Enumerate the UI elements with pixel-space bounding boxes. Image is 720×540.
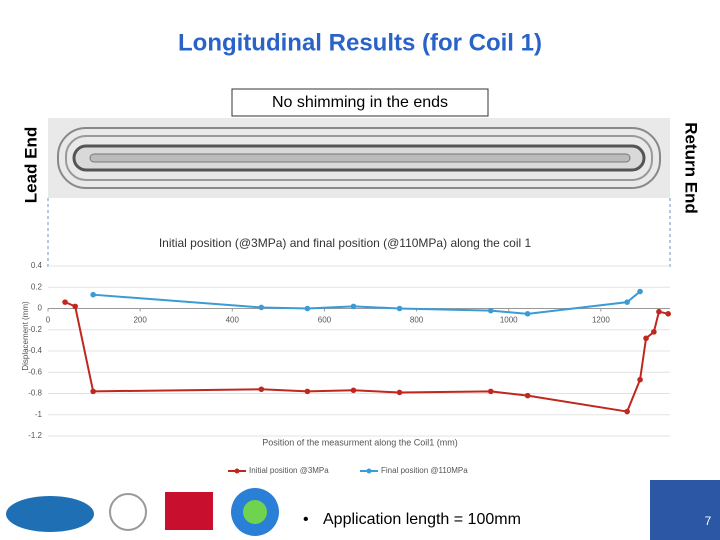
legend-marker [234,468,240,474]
legend-label: Final position @110MPa [381,466,468,475]
data-point [90,291,96,298]
data-point [396,389,403,396]
x-tick-label: 800 [410,316,424,325]
data-point [637,376,643,383]
data-point [350,303,357,310]
data-point [624,299,630,305]
lead-end-label: Lead End [21,127,40,204]
x-tick-label: 1000 [500,316,518,325]
data-point [656,308,662,315]
bullet-text: Application length = 100mm [323,511,521,528]
series-line [64,301,669,413]
y-tick-label: 0 [38,304,43,313]
x-tick-label: 400 [226,316,240,325]
data-point [524,392,531,399]
x-tick-label: 200 [133,316,147,325]
data-point [643,335,649,342]
y-tick-label: -0.4 [28,346,42,355]
x-tick-label: 1200 [592,316,610,325]
data-point [487,388,494,395]
data-point [258,304,265,311]
y-tick-label: -1.2 [28,431,42,440]
y-tick-label: -0.2 [28,325,42,334]
return-end-label: Return End [682,122,701,214]
data-point [304,388,311,395]
data-point [487,307,494,314]
y-axis-label: Displacement (mm) [21,301,30,371]
y-tick-label: 0.2 [31,282,43,291]
data-point [258,386,265,393]
coil-image [48,118,670,198]
data-point [396,305,403,312]
x-axis-label: Position of the measurment along the Coi… [262,437,458,447]
data-point [651,329,657,335]
box-label: No shimming in the ends [272,94,448,111]
data-point [90,388,96,395]
y-tick-label: -0.6 [28,367,42,376]
y-tick-label: -0.8 [28,389,42,398]
data-point [637,288,643,295]
data-point [350,387,357,394]
slide-title: Longitudinal Results (for Coil 1) [178,29,542,56]
y-tick-label: -1 [35,410,43,419]
page-number: 7 [705,514,712,528]
chart-title: Initial position (@3MPa) and final posit… [159,236,532,250]
data-point [72,303,78,310]
y-tick-label: 0.4 [31,261,43,270]
x-tick-label: 600 [318,316,332,325]
data-point [665,311,671,317]
x-tick-label: 0 [46,316,51,325]
series-line [93,290,641,315]
data-point [624,408,630,415]
data-point [304,305,311,312]
footer-logos [6,480,720,540]
data-point [62,299,68,305]
legend-marker [366,468,372,474]
data-point [524,311,531,317]
legend-label: Initial position @3MPa [249,466,329,475]
label-box [231,88,489,117]
bullet-marker: • [303,511,309,528]
